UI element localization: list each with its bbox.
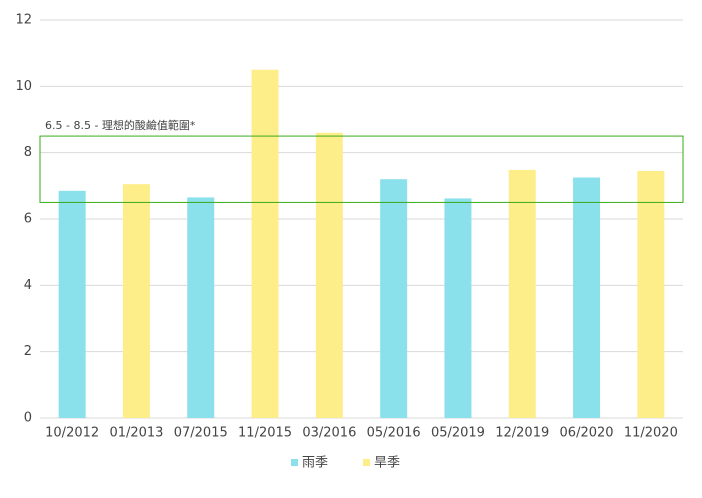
x-tick-label: 06/2020 [560, 426, 614, 441]
target-band [39, 135, 684, 203]
bar [122, 184, 150, 418]
y-tick-label: 12 [15, 13, 32, 28]
bar [380, 179, 408, 418]
x-tick-label: 11/2015 [238, 426, 292, 441]
x-tick-label: 05/2019 [431, 426, 485, 441]
legend-marker [363, 459, 370, 466]
bar [444, 198, 472, 418]
y-tick-label: 4 [24, 278, 32, 293]
band-label: 6.5 - 8.5 - 理想的酸鹼值範圍* [45, 118, 196, 132]
bar [637, 170, 665, 418]
x-tick-label: 03/2016 [302, 426, 356, 441]
bar [508, 169, 536, 418]
y-tick-label: 0 [24, 411, 32, 426]
x-tick-label: 12/2019 [495, 426, 549, 441]
legend-label: 雨季 [302, 456, 328, 471]
x-tick-label: 11/2020 [624, 426, 678, 441]
bar [187, 197, 215, 418]
bar [315, 132, 343, 418]
y-tick-label: 10 [15, 79, 32, 94]
legend-marker [291, 459, 298, 466]
x-tick-label: 05/2016 [367, 426, 421, 441]
x-tick-label: 01/2013 [109, 426, 163, 441]
bar [251, 69, 279, 418]
x-tick-label: 10/2012 [45, 426, 99, 441]
legend-label: 旱季 [374, 456, 400, 471]
y-tick-label: 2 [24, 344, 32, 359]
y-tick-label: 8 [24, 145, 32, 160]
bar [573, 177, 601, 418]
bar [58, 190, 86, 418]
x-tick-label: 07/2015 [174, 426, 228, 441]
y-tick-label: 6 [24, 212, 32, 227]
